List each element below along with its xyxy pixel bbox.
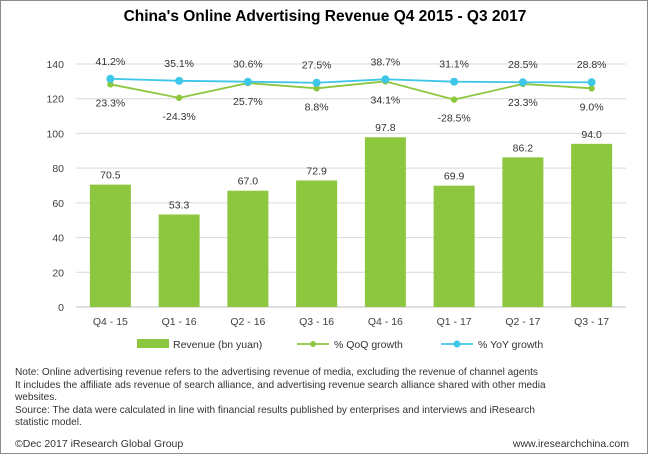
chart-notes: Note: Online advertising revenue refers … [15,367,637,430]
note-line-3: websites. [15,392,58,404]
y-tick-label: 60 [52,198,64,210]
yoy-label: 28.8% [577,59,607,71]
bar [502,157,544,307]
qoq-label: 8.8% [305,101,329,113]
qoq-label: -24.3% [162,111,195,123]
x-tick-label: Q2 - 16 [230,316,265,328]
qoq-line [110,80,592,101]
qoq-label: 23.3% [95,97,125,109]
qoq-label: 25.7% [233,96,263,108]
qoq-point [175,94,183,102]
qoq-label: 9.0% [580,101,604,113]
y-tick-label: 0 [58,302,64,314]
qoq-point [450,96,458,103]
yoy-label: 28.5% [508,59,538,71]
yoy-point [312,78,321,87]
website-link[interactable]: www.iresearchchina.com [512,438,629,450]
yoy-label: 41.2% [95,56,125,68]
y-tick-label: 140 [46,59,64,71]
y-tick-label: 20 [52,267,64,279]
legend-marker-yoy [453,340,461,348]
yoy-point [175,76,184,85]
y-tick-label: 80 [52,163,64,175]
x-tick-label: Q2 - 17 [505,316,540,328]
bar-value-label: 94.0 [581,129,602,141]
qoq-label: -28.5% [437,113,470,125]
qoq-point [588,85,595,92]
bar-value-label: 67.0 [238,176,259,188]
chart-title: China's Online Advertising Revenue Q4 20… [123,8,527,25]
yoy-label: 27.5% [302,60,332,72]
yoy-label: 35.1% [164,58,194,70]
x-tick-label: Q3 - 17 [574,316,609,328]
note-line-1: Note: Online advertising revenue refers … [15,367,538,378]
x-tick-label: Q1 - 16 [162,316,197,328]
bar-value-label: 69.9 [444,171,465,183]
yoy-label: 31.1% [439,59,469,71]
source-line-1: Source: The data were calculated in line… [15,404,535,416]
yoy-label: 30.6% [233,59,263,71]
y-tick-label: 40 [52,233,64,245]
legend-swatch-revenue [137,339,169,348]
qoq-label: 23.3% [508,97,538,109]
bar [89,184,131,307]
bar-value-label: 97.8 [375,122,396,134]
bar [158,214,200,307]
bar [227,190,269,307]
yoy-label: 38.7% [370,56,400,68]
yoy-point [243,77,252,86]
bar-value-label: 53.3 [169,199,190,211]
x-tick-label: Q4 - 16 [368,316,403,328]
legend-label-qoq: % QoQ growth [334,339,403,351]
yoy-point [106,74,115,83]
yoy-point [587,78,596,87]
source-line-2: statistic model. [15,417,82,429]
yoy-point [518,78,527,87]
bar [433,185,475,307]
bar [296,180,338,307]
bar [571,143,613,307]
x-tick-label: Q4 - 15 [93,316,128,328]
bar-value-label: 70.5 [100,170,121,182]
note-line-2: It includes the affiliate ads revenue of… [15,379,546,391]
legend-label-revenue: Revenue (bn yuan) [173,339,262,351]
y-tick-label: 120 [46,94,64,106]
copyright-text: ©Dec 2017 iResearch Global Group [15,438,184,450]
legend-label-yoy: % YoY growth [478,339,543,351]
yoy-point [381,75,390,84]
legend-marker-qoq [310,341,316,347]
yoy-line [110,77,592,84]
y-tick-label: 100 [46,128,64,140]
yoy-point [450,77,459,86]
bar [364,137,406,307]
chart-plot: 0 20 40 60 80 100 120 140 70.5 Q4 - 15 53.3 Q1 - 16… [46,56,626,351]
qoq-point [313,85,320,92]
x-tick-label: Q1 - 17 [437,316,472,328]
bar-value-label: 72.9 [306,165,327,177]
x-tick-label: Q3 - 16 [299,316,334,328]
qoq-point [107,81,114,88]
bar-value-label: 86.2 [513,142,534,154]
qoq-label: 34.1% [370,94,400,106]
